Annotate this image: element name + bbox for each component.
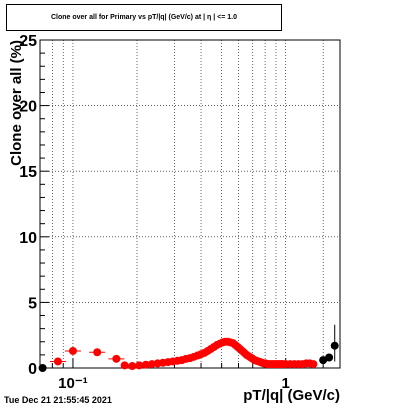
title-box: Clone over all for Primary vs pT/|q| (Ge…: [6, 4, 282, 31]
data-point: [135, 361, 144, 370]
y-tick-label: 0: [28, 361, 37, 378]
x-tick-label: 10⁻¹: [58, 375, 88, 392]
y-axis-label: Clone over all (%): [8, 40, 25, 166]
y-tick-label: 5: [28, 295, 37, 312]
y-tick-labels: 0 5 10 15 20 25: [19, 33, 37, 378]
y-tick-label: 25: [19, 33, 37, 50]
x-axis-label: pT/|q| (GeV/c): [243, 387, 340, 404]
data-point: [330, 341, 339, 350]
data-point: [38, 364, 47, 372]
y-tick-label: 15: [19, 164, 37, 181]
data-point: [128, 362, 137, 371]
x-tick-label: 1: [282, 375, 290, 392]
data-point: [53, 357, 62, 366]
data-point: [68, 346, 77, 355]
x-tick-labels: 10⁻¹ 1: [58, 375, 290, 392]
data-point: [319, 356, 328, 365]
data-points: [38, 324, 339, 372]
plot-frame: [39, 39, 341, 369]
data-point: [141, 360, 150, 369]
data-point: [325, 353, 334, 362]
data-point: [93, 348, 102, 357]
data-point: [120, 361, 129, 370]
data-point: [112, 354, 121, 363]
y-tick-label: 20: [19, 99, 37, 116]
timestamp: Tue Dec 21 21:55:45 2021: [4, 395, 112, 405]
chart-title: Clone over all for Primary vs pT/|q| (Ge…: [50, 14, 237, 21]
grid: [40, 40, 340, 368]
data-point: [309, 360, 318, 369]
y-tick-label: 10: [19, 230, 37, 247]
